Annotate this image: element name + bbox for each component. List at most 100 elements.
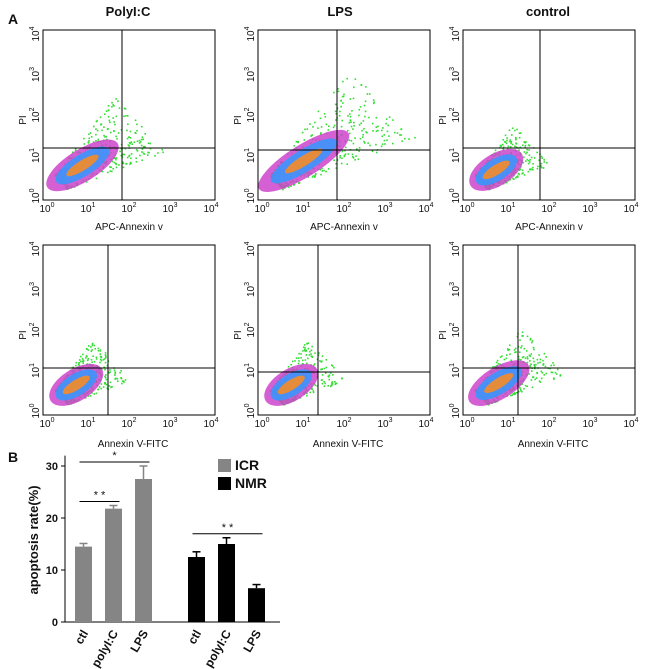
flow-plot: 100100101101102102103103104104PIAPC-Anne… [438,26,639,233]
event [115,157,118,159]
y-tick-label: 103 [244,282,257,297]
event [105,355,107,358]
event [325,123,328,126]
event [301,362,304,365]
event [516,176,518,178]
event [135,132,137,135]
event [107,171,109,174]
event [139,141,142,143]
event [115,163,118,166]
event [530,379,533,381]
tick-base: 10 [451,285,462,297]
tick-base: 10 [31,326,42,338]
event [141,148,144,150]
event [87,345,90,347]
y-tick-label: 0 [52,617,58,629]
x-tick-label: 100 [39,202,54,215]
event [363,128,365,130]
event [71,151,74,154]
event [339,155,342,157]
event [86,348,88,350]
event [364,100,367,103]
event [523,141,526,143]
event [341,95,344,98]
event [90,359,93,361]
event [319,168,322,171]
significance-label: * * [222,522,234,534]
panel-label: B [8,449,18,465]
event [291,360,294,363]
tick-exponent: 2 [133,417,137,424]
event [513,178,515,180]
tick-exponent: 4 [430,202,434,209]
event [365,86,367,88]
legend-swatch [218,477,231,490]
event [540,377,543,380]
event [349,98,352,100]
tick-exponent: 0 [51,417,55,424]
event [343,154,346,157]
tick-base: 10 [246,70,257,82]
event [103,113,106,116]
event [78,359,81,361]
event [104,382,106,385]
event [363,104,366,107]
event [341,150,344,153]
tick-base: 10 [246,326,257,338]
event [521,331,524,334]
event [507,145,510,148]
event [119,150,121,153]
tick-exponent: 1 [512,202,516,209]
event [118,107,121,109]
event [128,154,131,157]
x-axis-label: APC-Annexin v [515,222,583,233]
event [89,132,92,134]
event [86,355,88,358]
event [384,143,386,145]
tick-base: 10 [246,407,257,419]
event [513,349,516,351]
tick-base: 10 [336,204,348,215]
event [114,372,117,375]
tick-base: 10 [623,419,635,430]
event-density [482,160,510,180]
event [87,395,90,397]
event [97,347,100,350]
event [126,115,129,117]
event [337,90,340,93]
event [308,354,311,356]
x-axis-label: APC-Annexin v [310,222,378,233]
event [129,136,132,139]
x-tick-label: 100 [459,417,474,430]
event [95,140,97,142]
event [334,380,336,383]
event [495,361,498,364]
plot-frame [462,244,636,416]
event [532,346,535,349]
event [349,119,352,121]
event [339,110,341,113]
event [551,371,554,374]
event [114,162,117,165]
x-tick-label: 104 [203,202,218,215]
event [502,148,505,150]
tick-base: 10 [451,151,462,163]
event [347,115,349,117]
event [138,142,141,144]
event [128,136,130,139]
event [127,144,130,146]
event [341,377,343,380]
event [520,390,523,393]
event [295,140,298,143]
event [350,125,353,128]
event [79,360,82,363]
y-tick-label: 103 [449,67,462,82]
event [381,143,384,145]
x-axis-label: APC-Annexin v [95,222,163,233]
event [375,143,377,146]
event [307,342,310,344]
event [80,355,82,358]
event [400,134,402,136]
event [314,121,316,124]
event [367,142,369,144]
